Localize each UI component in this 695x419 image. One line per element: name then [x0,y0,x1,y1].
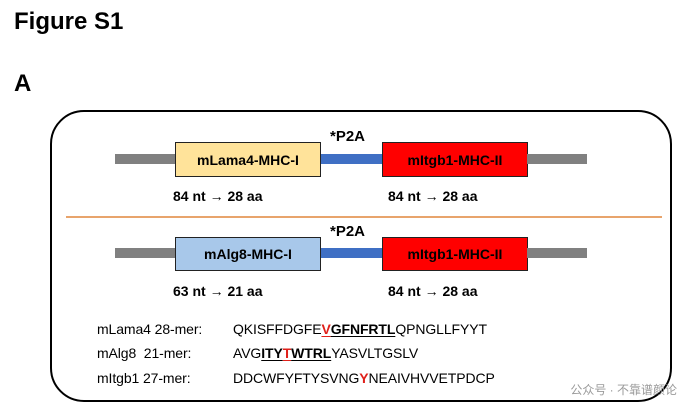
epitope-segment: WTRL [291,345,332,361]
mhc1-length-1: 84 nt → 28 aa [173,188,263,204]
mhc2-length-2: 84 nt → 28 aa [388,283,478,299]
mhc1-label-1: mLama4-MHC-I [197,151,299,168]
mhc1-box-1: mLama4-MHC-I [175,142,321,177]
mhc1-box-2: mAlg8-MHC-I [175,237,321,271]
sequence-segment: QPNGLLFYYT [395,321,487,337]
sequence-segment: NEAIVHVVETPDCP [368,370,495,386]
epitope-segment: GFNFRTL [330,321,396,337]
backbone-right-2 [527,248,587,258]
sequence-segment: DDCWFYFTYSVNG [233,370,360,386]
p2a-linker-1 [321,154,383,164]
p2a-label-1: *P2A [330,128,366,145]
sequence-text: QKISFFDGFEVGFNFRTLQPNGLLFYYT [233,321,487,337]
watermark-text: 公众号 · 不靠谱颜论 [570,383,677,397]
sequence-row-itgb1: mItgb1 27-mer: DDCWFYFTYSVNGYNEAIVHVVETP… [97,370,495,418]
sequence-name: mLama4 28-mer: [97,321,203,337]
sequence-text: DDCWFYFTYSVNGYNEAIVHVVETPDCP [233,370,495,386]
sequence-segment: QKISFFDGFE [233,321,322,337]
sequence-segment: AVG [233,345,262,361]
mutation-residue: T [282,345,292,361]
sequence-row-alg8: mAlg8 21-mer: AVGITYTWTRLYASVLTGSLV [97,345,418,393]
mutation-residue: Y [359,370,369,386]
panel-label: A [14,70,32,97]
figure-title: Figure S1 [14,8,124,35]
diagram-frame [50,110,672,402]
mhc2-length-1: 84 nt → 28 aa [388,188,478,204]
section-divider [66,216,662,218]
mhc2-box-2: mItgb1-MHC-II [382,237,528,271]
sequence-row-lama4: mLama4 28-mer: QKISFFDGFEVGFNFRTLQPNGLLF… [97,321,487,369]
backbone-right-1 [527,154,587,164]
backbone-left-2 [115,248,176,258]
mhc1-label-2: mAlg8-MHC-I [204,246,292,262]
sequence-name: mItgb1 27-mer: [97,370,191,386]
mutation-residue: V [321,321,331,337]
sequence-name: mAlg8 21-mer: [97,345,192,361]
mhc2-label-2: mItgb1-MHC-II [407,246,503,262]
backbone-left-1 [115,154,176,164]
mhc2-box-1: mItgb1-MHC-II [382,142,528,177]
sequence-segment: YASVLTGSLV [331,345,419,361]
sequence-text: AVGITYTWTRLYASVLTGSLV [233,345,418,361]
epitope-segment: ITY [261,345,283,361]
mhc1-length-2: 63 nt → 21 aa [173,283,263,299]
p2a-linker-2 [321,248,383,258]
mhc2-label-1: mItgb1-MHC-II [407,151,503,168]
p2a-label-2: *P2A [330,223,366,240]
